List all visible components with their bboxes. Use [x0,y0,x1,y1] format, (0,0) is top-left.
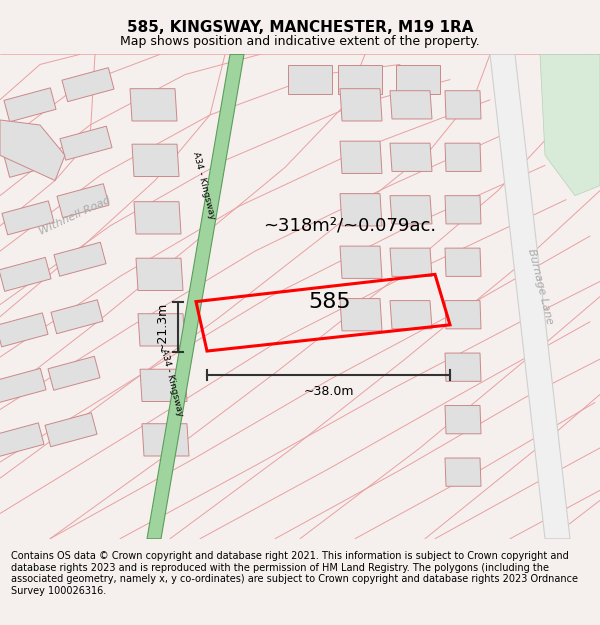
Polygon shape [2,201,54,235]
Polygon shape [132,144,179,176]
Text: Map shows position and indicative extent of the property.: Map shows position and indicative extent… [120,35,480,48]
Polygon shape [340,246,382,278]
Polygon shape [445,301,481,329]
Polygon shape [390,91,432,119]
Polygon shape [340,194,382,226]
Polygon shape [147,54,244,539]
Polygon shape [445,406,481,434]
Polygon shape [130,89,177,121]
Polygon shape [0,313,48,347]
Polygon shape [338,66,382,94]
Polygon shape [445,248,481,276]
Polygon shape [0,368,46,402]
Polygon shape [445,353,481,381]
Polygon shape [54,242,106,276]
Polygon shape [62,68,114,102]
Polygon shape [396,66,440,94]
Polygon shape [138,314,185,346]
Polygon shape [445,458,481,486]
Polygon shape [445,91,481,119]
Polygon shape [390,301,432,329]
Polygon shape [490,54,570,539]
Polygon shape [51,300,103,334]
Polygon shape [340,89,382,121]
Text: A34 - Kingsway: A34 - Kingsway [159,348,185,417]
Polygon shape [0,423,44,457]
Text: 585, KINGSWAY, MANCHESTER, M19 1RA: 585, KINGSWAY, MANCHESTER, M19 1RA [127,20,473,35]
Polygon shape [45,412,97,447]
Polygon shape [60,126,112,160]
Polygon shape [0,258,51,291]
Polygon shape [288,66,332,94]
Polygon shape [4,88,56,122]
Polygon shape [48,356,100,390]
Polygon shape [0,120,65,181]
Polygon shape [340,299,382,331]
Polygon shape [340,141,382,174]
Text: ~318m²/~0.079ac.: ~318m²/~0.079ac. [263,217,437,235]
Polygon shape [390,196,432,224]
Text: A34 - Kingsway: A34 - Kingsway [191,151,217,220]
Text: Contains OS data © Crown copyright and database right 2021. This information is : Contains OS data © Crown copyright and d… [11,551,578,596]
Text: 585: 585 [308,292,352,312]
Polygon shape [445,143,481,171]
Text: ~38.0m: ~38.0m [303,385,354,398]
Polygon shape [142,424,189,456]
Polygon shape [4,143,56,177]
Polygon shape [57,184,109,218]
Polygon shape [390,248,432,276]
Text: ~21.3m: ~21.3m [155,302,169,352]
Polygon shape [540,54,600,196]
Text: Withnell Road: Withnell Road [38,195,112,237]
Polygon shape [390,143,432,171]
Polygon shape [140,369,187,401]
Polygon shape [136,258,183,291]
Polygon shape [445,196,481,224]
Polygon shape [134,202,181,234]
Text: Burnage Lane: Burnage Lane [526,248,554,326]
